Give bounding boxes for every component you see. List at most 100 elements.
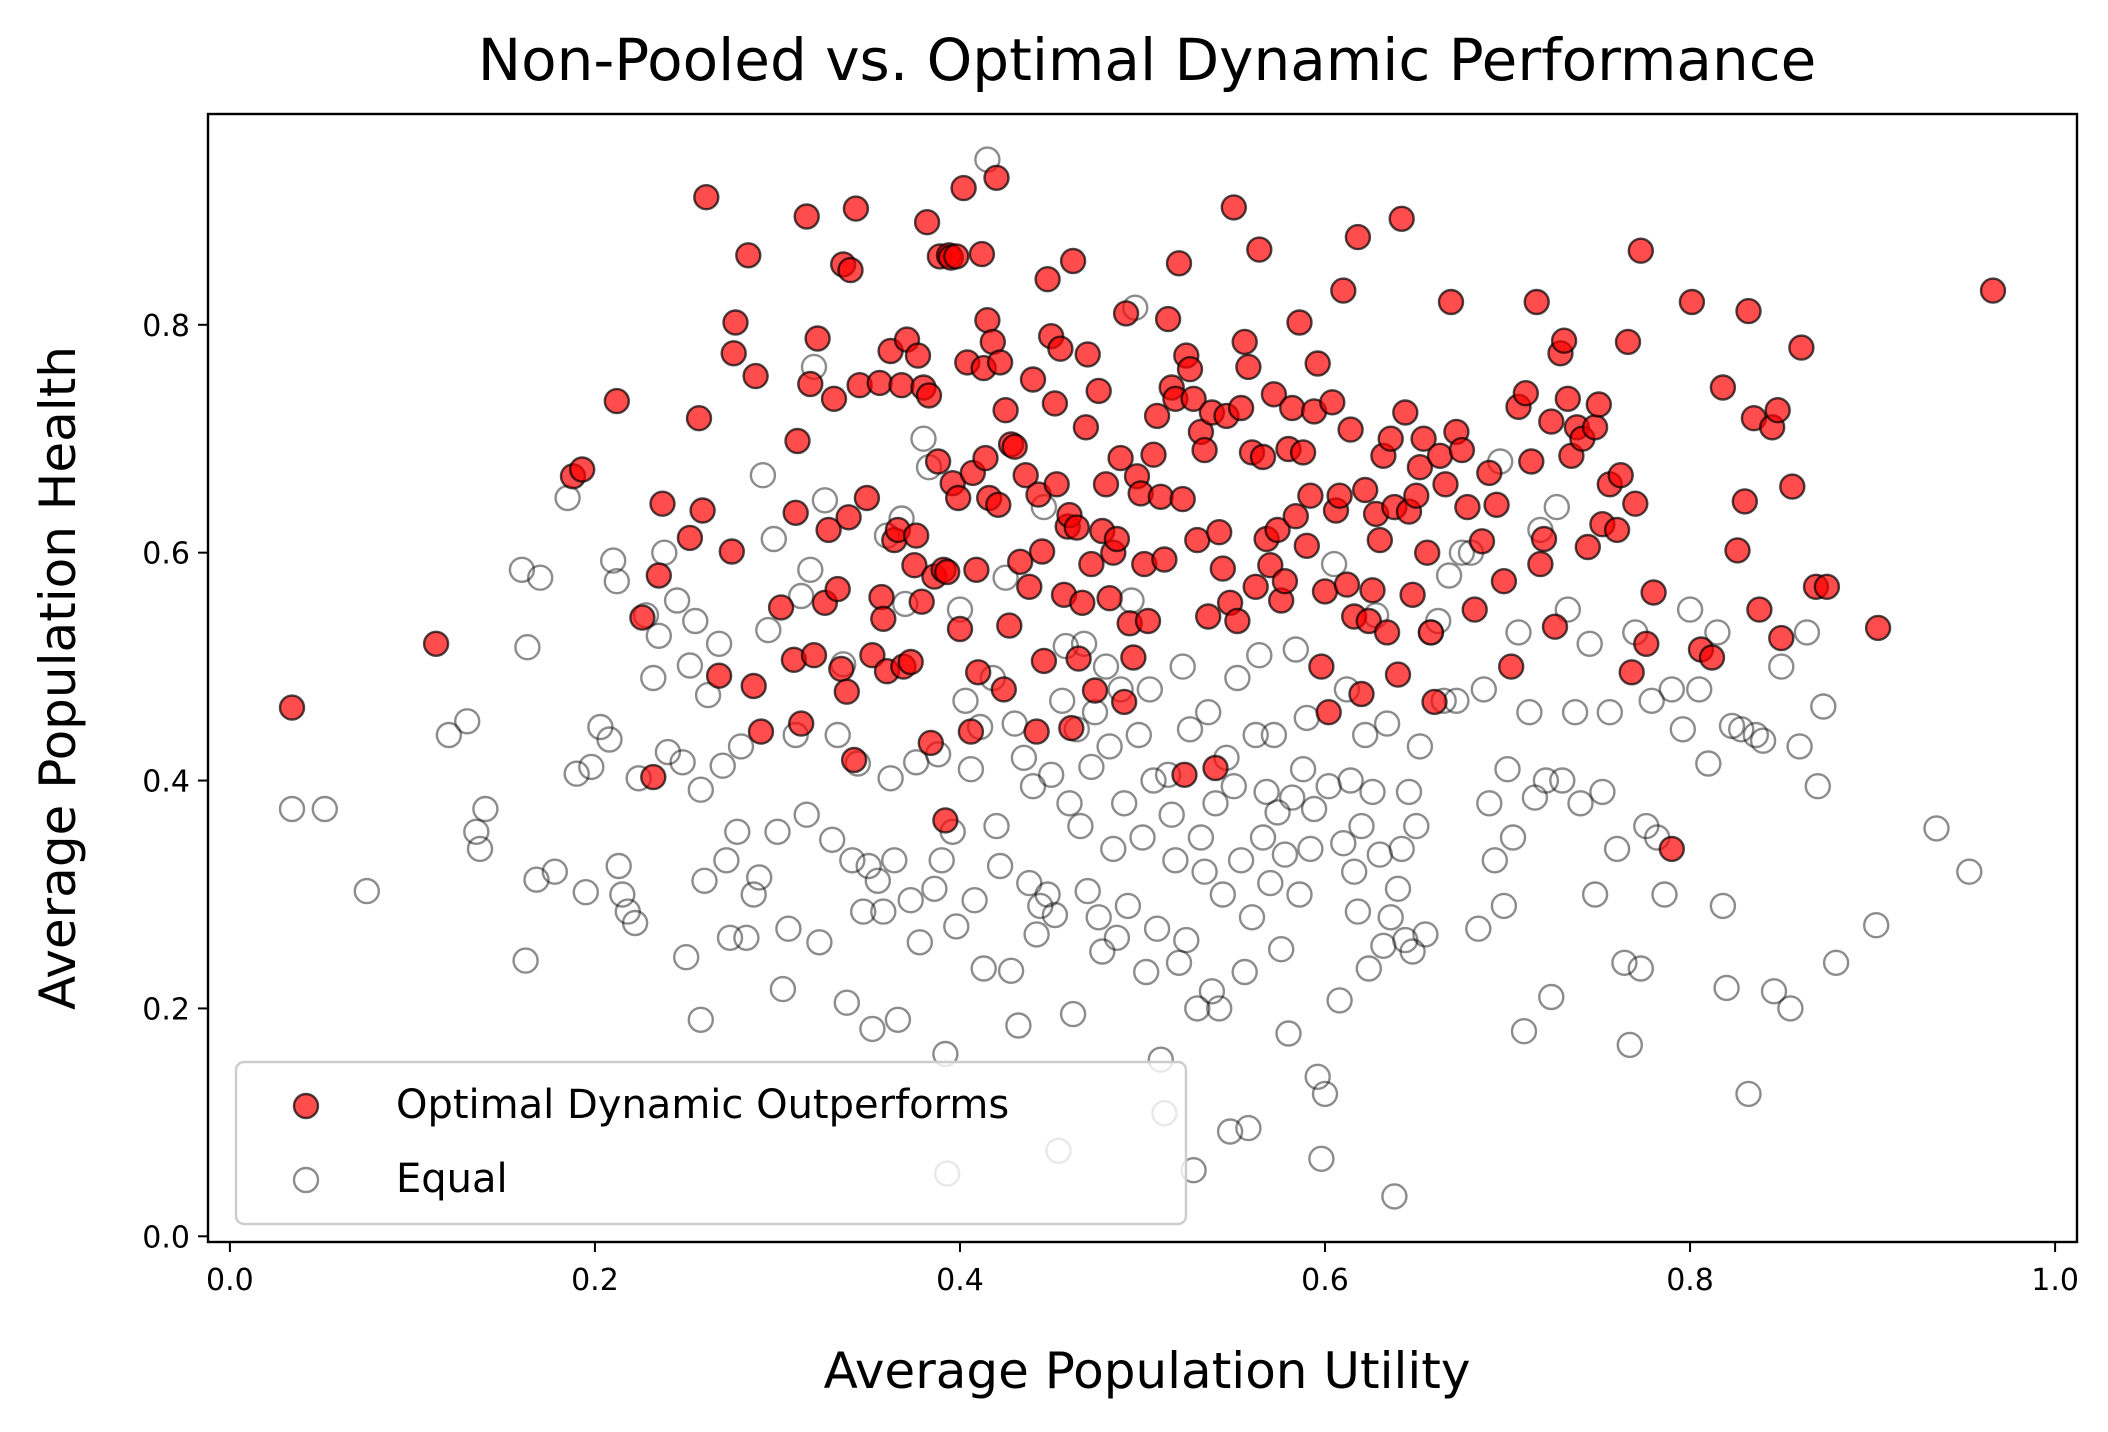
equal-point	[1078, 753, 1105, 781]
equal-point	[1056, 790, 1083, 817]
equal-point	[1010, 744, 1038, 771]
equal-point	[733, 924, 760, 951]
equal-point	[645, 622, 672, 649]
equal-point	[884, 1006, 912, 1033]
equal-point	[1016, 869, 1043, 897]
equal-point	[278, 795, 306, 823]
equal-point	[572, 879, 599, 906]
optimal-dynamic-point	[705, 662, 733, 689]
equal-point	[1344, 898, 1372, 925]
optimal-dynamic-point	[1366, 526, 1394, 554]
equal-point	[1412, 921, 1439, 948]
equal-point	[663, 587, 691, 614]
optimal-dynamic-point	[901, 552, 928, 579]
equal-point	[311, 795, 338, 823]
optimal-dynamic-point	[1315, 699, 1342, 726]
equal-point	[1238, 904, 1266, 931]
equal-point	[600, 547, 627, 574]
optimal-dynamic-point	[685, 405, 713, 432]
equal-point	[952, 687, 979, 714]
equal-point	[1074, 877, 1101, 905]
equal-point	[1695, 750, 1722, 777]
optimal-dynamic-point	[1523, 288, 1550, 316]
optimal-dynamic-point	[1264, 516, 1291, 544]
equal-point	[983, 812, 1010, 840]
equal-point	[1304, 1063, 1331, 1091]
equal-point	[1023, 921, 1050, 948]
equal-point	[1220, 773, 1248, 800]
optimal-dynamic-point	[1406, 454, 1434, 481]
equal-point	[1448, 539, 1476, 566]
optimal-dynamic-point	[888, 372, 915, 399]
optimal-dynamic-point	[1282, 503, 1310, 530]
optimal-dynamic-point	[1249, 443, 1277, 471]
equal-point	[1627, 955, 1655, 982]
equal-point	[1395, 778, 1423, 806]
equal-point	[1231, 958, 1258, 986]
equal-point	[605, 852, 632, 880]
optimal-dynamic-point	[767, 594, 795, 621]
equal-point	[514, 634, 541, 661]
optimal-dynamic-point	[917, 729, 944, 757]
optimal-dynamic-point	[1311, 578, 1339, 605]
optimal-dynamic-point	[1384, 661, 1412, 688]
equal-point	[1373, 710, 1401, 737]
equal-point	[1267, 936, 1295, 963]
legend: Optimal Dynamic Outperforms Equal	[234, 1060, 1188, 1226]
equal-point	[1713, 974, 1740, 1002]
equal-point	[1158, 801, 1185, 828]
optimal-dynamic-point	[986, 349, 1014, 376]
optimal-dynamic-point	[1476, 459, 1503, 487]
equal-point	[1516, 699, 1543, 726]
equal-point	[1085, 904, 1112, 931]
optimal-dynamic-point	[1333, 571, 1361, 598]
equal-point	[609, 881, 636, 908]
points-layer	[278, 146, 2007, 1210]
x-tick-label: 0.0	[206, 1263, 254, 1298]
equal-point	[1129, 824, 1156, 851]
optimal-dynamic-point	[742, 362, 769, 390]
optimal-dynamic-point	[735, 242, 762, 269]
optimal-dynamic-point	[1421, 688, 1448, 716]
equal-point	[864, 867, 891, 894]
optimal-dynamic-point	[1527, 550, 1554, 578]
equal-point	[1059, 1000, 1087, 1028]
equal-point	[986, 852, 1014, 880]
equal-point	[1435, 562, 1463, 589]
optimal-dynamic-point	[800, 642, 828, 669]
equal-point	[1735, 1080, 1762, 1108]
equal-point	[673, 944, 700, 971]
optimal-dynamic-point	[1242, 573, 1269, 600]
equal-point	[833, 989, 860, 1016]
optimal-dynamic-point	[1490, 568, 1518, 595]
plot-area-frame	[206, 112, 2079, 1244]
equal-point	[1476, 790, 1503, 817]
optimal-dynamic-point	[1530, 525, 1558, 553]
equal-point	[1162, 847, 1189, 874]
equal-point	[1399, 938, 1426, 965]
y-tick-label: 0.6	[142, 537, 190, 572]
optimal-dynamic-point	[1574, 533, 1602, 561]
equal-point	[587, 713, 614, 741]
optimal-dynamic-point	[1227, 394, 1255, 422]
equal-point	[1554, 596, 1582, 623]
equal-point	[1709, 892, 1737, 920]
y-tick-label: 0.2	[142, 992, 190, 1027]
optimal-dynamic-point	[1028, 538, 1056, 565]
equal-point	[1786, 733, 1813, 760]
equal-point	[640, 664, 667, 692]
optimal-dynamic-point	[853, 484, 881, 512]
equal-point	[870, 898, 897, 925]
equal-point	[1669, 716, 1697, 743]
equal-point	[1194, 699, 1222, 726]
equal-point	[839, 847, 866, 874]
equal-point	[541, 858, 568, 885]
optimal-dynamic-point	[1078, 550, 1105, 578]
equal-point	[1521, 784, 1549, 811]
equal-point	[1392, 926, 1419, 954]
optimal-dynamic-point	[629, 604, 656, 631]
equal-point	[1804, 773, 1832, 800]
optimal-dynamic-point	[1627, 237, 1655, 264]
equal-point	[435, 721, 463, 749]
equal-point	[1330, 830, 1357, 857]
